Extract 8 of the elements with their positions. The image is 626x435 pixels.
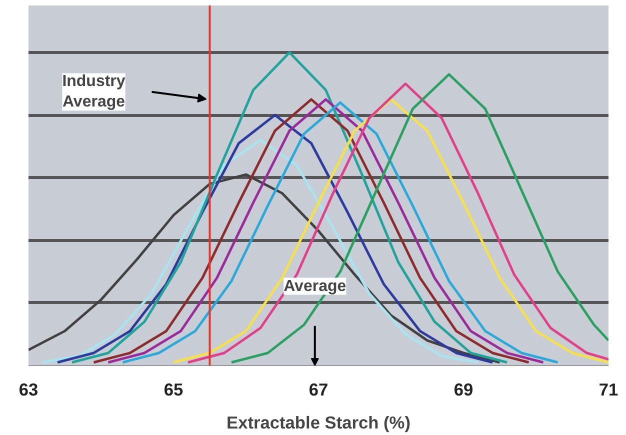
x-tick-label: 67 (308, 380, 328, 400)
annotation: Average (284, 278, 346, 295)
x-tick-label: 65 (164, 380, 184, 400)
x-tick-label: 71 (598, 380, 618, 400)
x-axis-title: Extractable Starch (%) (226, 412, 410, 432)
x-tick-label: 69 (454, 380, 474, 400)
annotation: Industry Average (62, 73, 126, 111)
x-tick-label: 63 (18, 380, 38, 400)
